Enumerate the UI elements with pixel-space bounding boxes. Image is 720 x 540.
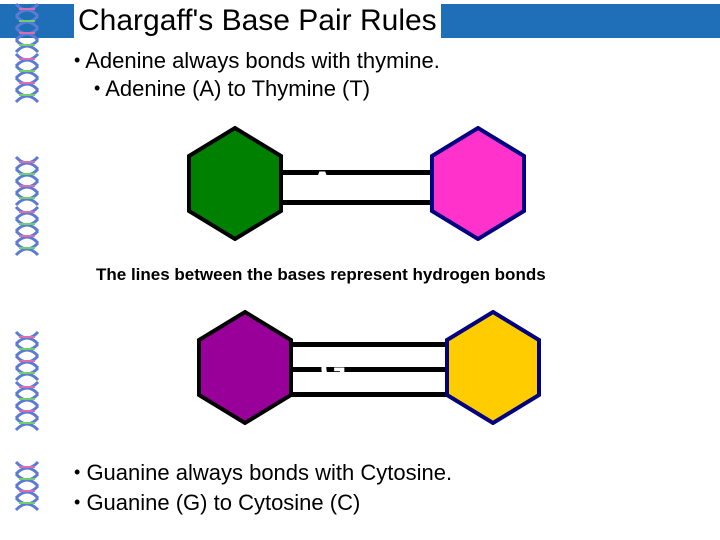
label-g: G <box>320 350 346 389</box>
dna-helix-icon <box>10 460 44 518</box>
bullet-text: Guanine always bonds with Cytosine. <box>86 460 452 485</box>
bullet-guanine-sub: • Guanine (G) to Cytosine (C) <box>74 490 360 516</box>
bullet-adenine-sub: • Adenine (A) to Thymine (T) <box>94 76 370 102</box>
bullet-dot-icon: • <box>74 50 80 70</box>
bullet-text: Adenine (A) to Thymine (T) <box>105 76 370 101</box>
bullet-guanine-main: • Guanine always bonds with Cytosine. <box>74 460 452 486</box>
dna-helix-icon <box>10 460 44 518</box>
hexagon-cytosine <box>443 310 543 425</box>
page-title: Chargaff's Base Pair Rules <box>74 4 441 40</box>
hexagon-thymine <box>428 126 528 241</box>
hydrogen-bond-line <box>280 200 435 205</box>
bullet-dot-icon: • <box>74 462 80 482</box>
dna-helix-icon <box>10 205 44 263</box>
dna-helix-icon <box>10 52 44 110</box>
bullet-adenine-main: • Adenine always bonds with thymine. <box>74 48 440 74</box>
hexagon-adenine <box>185 126 285 241</box>
hydrogen-bond-line <box>290 392 450 397</box>
hydrogen-bond-line <box>290 342 450 347</box>
dna-helix-icon <box>10 380 44 438</box>
bullet-text: Guanine (G) to Cytosine (C) <box>86 490 360 515</box>
hydrogen-bond-line <box>280 170 435 175</box>
bullet-text: Adenine always bonds with thymine. <box>85 48 440 73</box>
label-a: A <box>310 165 335 204</box>
label-t: T <box>555 165 576 204</box>
bullet-dot-icon: • <box>94 78 100 98</box>
hydrogen-bond-line <box>290 367 450 372</box>
label-c: C <box>567 350 592 389</box>
dna-helix-icon <box>10 380 44 438</box>
hydrogen-bond-caption: The lines between the bases represent hy… <box>96 265 546 285</box>
dna-helix-icon <box>10 52 44 110</box>
bullet-dot-icon: • <box>74 492 80 512</box>
hexagon-guanine <box>195 310 295 425</box>
dna-helix-icon <box>10 205 44 263</box>
